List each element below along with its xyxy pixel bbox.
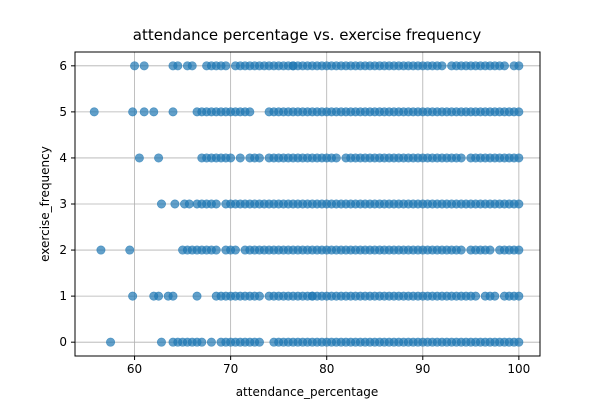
data-point: [197, 337, 207, 347]
data-point: [128, 107, 138, 117]
data-point: [168, 107, 178, 117]
data-point: [230, 245, 240, 255]
data-point: [514, 245, 524, 255]
y-tick-label: 6: [59, 59, 67, 73]
data-point: [187, 61, 197, 71]
y-tick-label: 2: [59, 243, 67, 257]
data-point: [156, 337, 166, 347]
axis-ticks: 60 70 80 90 100 0 1 2 3 4 5 6: [59, 59, 530, 376]
data-point: [168, 291, 178, 301]
y-tick-label: 4: [59, 151, 67, 165]
x-axis-label: attendance_percentage: [236, 385, 379, 399]
data-point: [125, 245, 135, 255]
data-point: [96, 245, 106, 255]
data-point: [331, 153, 341, 163]
y-tick-label: 3: [59, 197, 67, 211]
data-point: [485, 245, 495, 255]
data-point: [130, 61, 140, 71]
data-point: [154, 291, 164, 301]
data-point: [156, 199, 166, 209]
data-point: [89, 107, 99, 117]
data-point: [226, 153, 236, 163]
data-point: [139, 107, 149, 117]
data-point: [134, 153, 144, 163]
data-point: [170, 199, 180, 209]
data-point: [254, 337, 264, 347]
y-tick-label: 0: [59, 335, 67, 349]
y-tick-label: 5: [59, 105, 67, 119]
data-point: [456, 153, 466, 163]
data-point: [490, 291, 500, 301]
x-tick-label: 90: [415, 362, 430, 376]
data-point: [471, 291, 481, 301]
data-point: [206, 337, 216, 347]
data-point: [514, 291, 524, 301]
data-point: [514, 61, 524, 71]
data-point: [514, 107, 524, 117]
data-point: [499, 61, 509, 71]
data-point: [456, 245, 466, 255]
data-point: [254, 153, 264, 163]
data-point: [235, 153, 245, 163]
data-point: [221, 61, 231, 71]
data-point: [184, 199, 194, 209]
data-point: [245, 107, 255, 117]
data-point: [139, 61, 149, 71]
data-point: [128, 291, 138, 301]
data-point: [254, 291, 264, 301]
x-tick-label: 60: [127, 362, 142, 376]
data-point: [211, 199, 221, 209]
x-tick-label: 80: [319, 362, 334, 376]
data-point: [149, 107, 159, 117]
data-point: [154, 153, 164, 163]
y-axis-label: exercise_frequency: [38, 146, 52, 262]
data-point: [514, 199, 524, 209]
data-point: [106, 337, 116, 347]
x-tick-label: 70: [223, 362, 238, 376]
scatter-points: [89, 61, 524, 347]
data-point: [211, 245, 221, 255]
data-point: [173, 61, 183, 71]
y-tick-label: 1: [59, 289, 67, 303]
data-point: [514, 153, 524, 163]
data-point: [514, 337, 524, 347]
x-tick-label: 100: [507, 362, 530, 376]
data-point: [192, 291, 202, 301]
data-point: [437, 61, 447, 71]
chart-title: attendance percentage vs. exercise frequ…: [133, 26, 482, 44]
